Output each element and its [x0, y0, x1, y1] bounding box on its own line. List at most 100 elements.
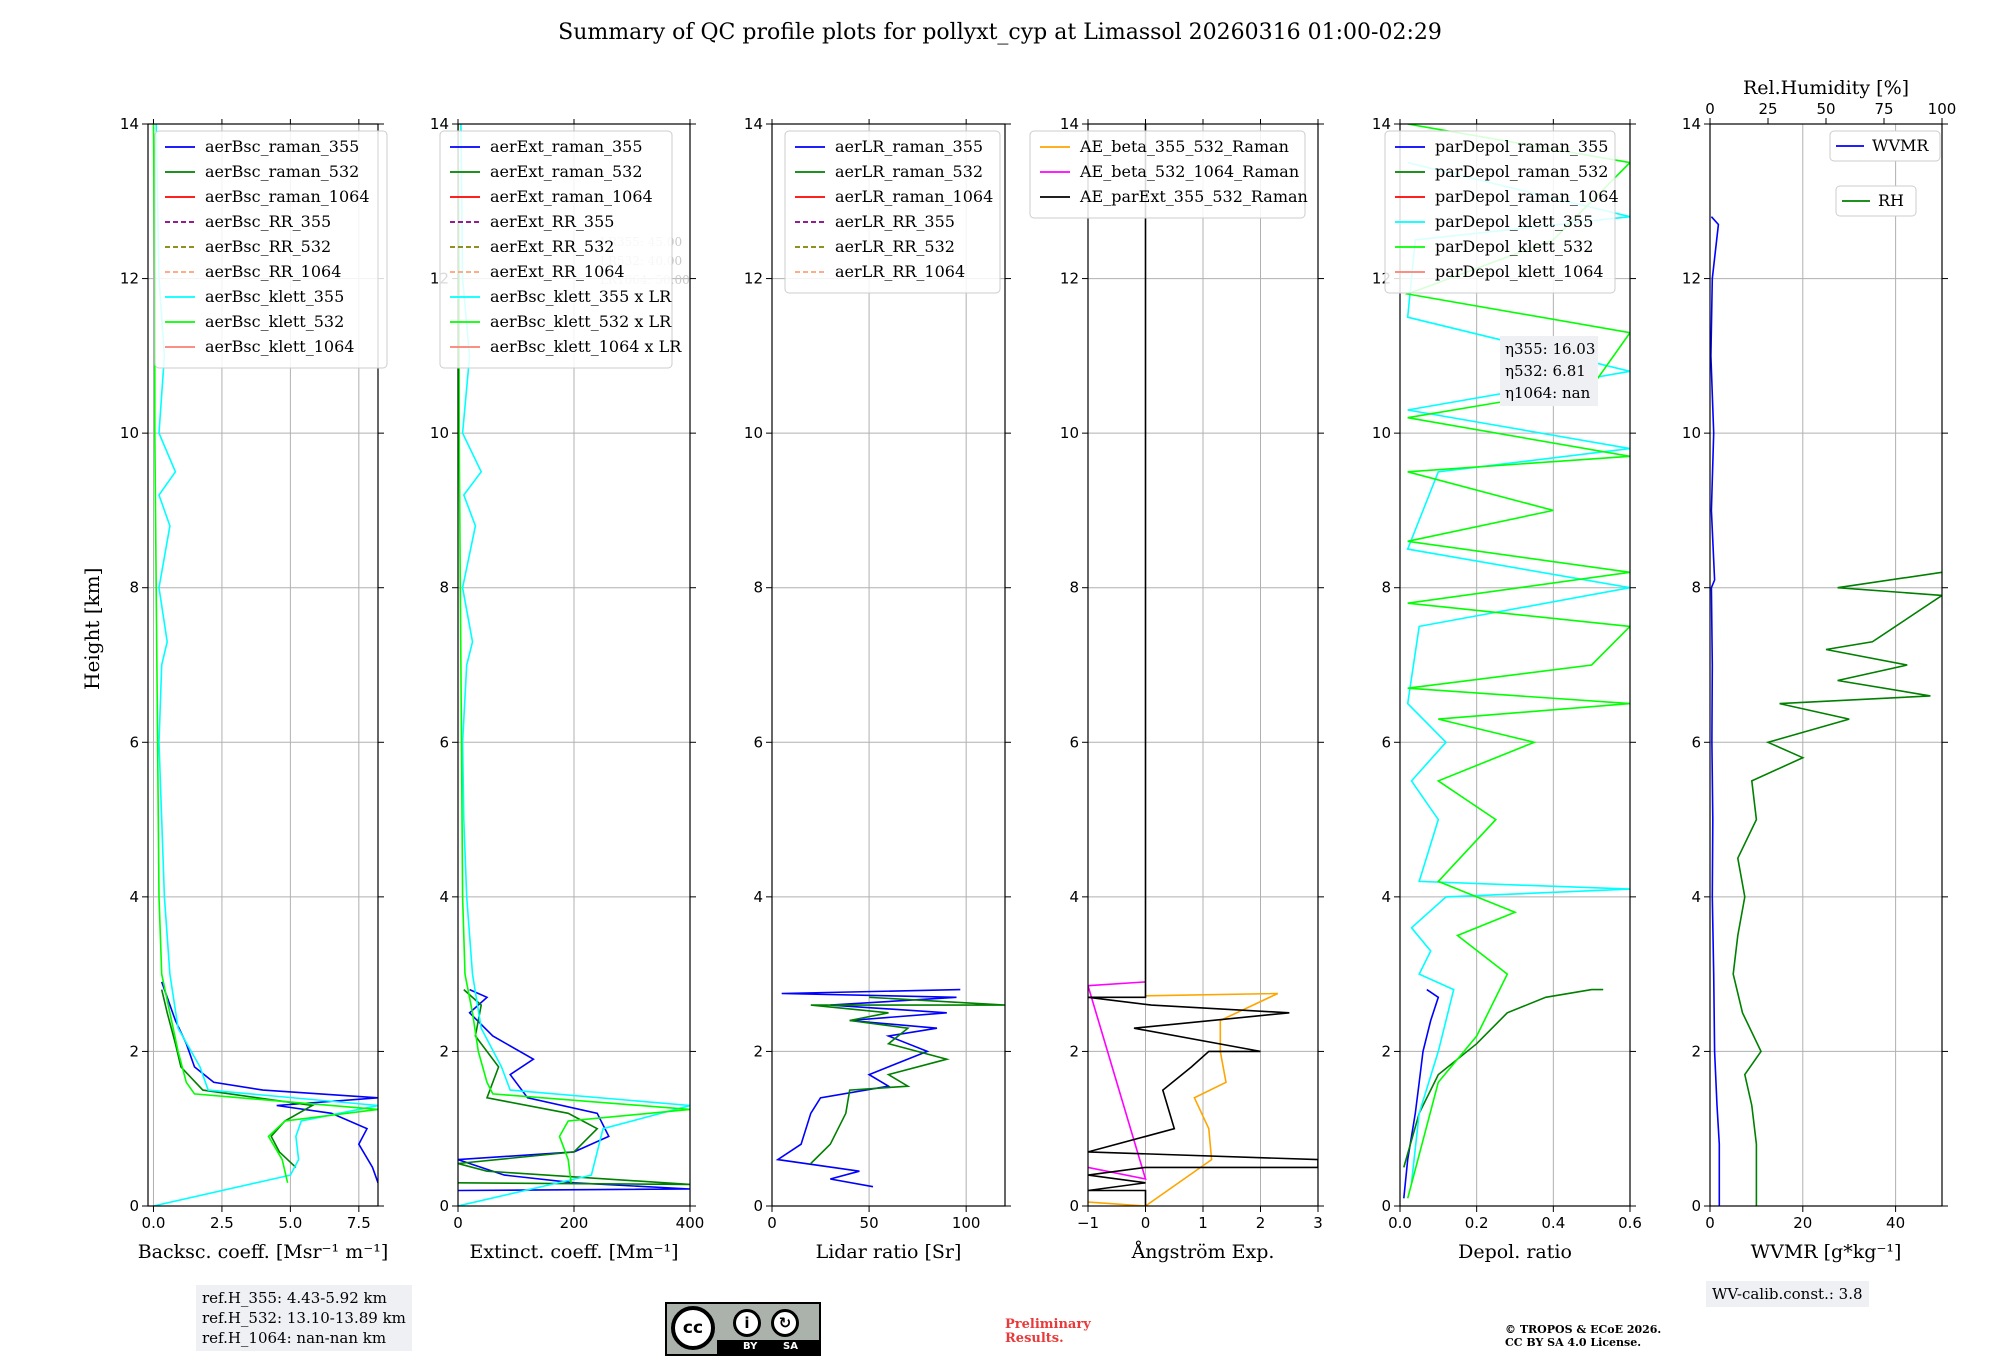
legend-label: aerBsc_klett_355 x LR	[490, 287, 672, 306]
x-tick-label: 0	[1141, 1214, 1151, 1232]
top-x-tick-label: 100	[1928, 100, 1957, 118]
y-tick-label: 0	[1381, 1197, 1391, 1215]
x-tick-label: 2	[1256, 1214, 1266, 1232]
legend-label: WVMR	[1872, 136, 1929, 155]
y-tick-label: 10	[1682, 424, 1701, 442]
y-tick-label: 2	[1069, 1042, 1079, 1060]
y-tick-label: 2	[1691, 1042, 1701, 1060]
x-tick-label: 50	[860, 1214, 879, 1232]
legend-box	[154, 130, 388, 369]
legend-label: aerLR_RR_355	[835, 212, 955, 231]
series-parDepol_klett_532	[1404, 124, 1630, 1199]
legend-label: parDepol_klett_355	[1435, 212, 1593, 231]
y-tick-label: 4	[1691, 888, 1701, 906]
x-tick-label: 200	[560, 1214, 589, 1232]
y-tick-label: 2	[1381, 1042, 1391, 1060]
y-tick-label: 6	[1381, 733, 1391, 751]
eta-annotation: η355: 16.03	[1505, 340, 1595, 358]
badge-by: BY	[743, 1341, 758, 1352]
y-tick-label: 0	[1069, 1197, 1079, 1215]
legend-label: aerExt_raman_355	[490, 137, 643, 156]
y-tick-label: 6	[439, 733, 449, 751]
legend-box	[784, 130, 1001, 294]
series-aerBsc_klett_532 x LR	[458, 124, 690, 1183]
series-AE_parExt_355_532_Raman	[1088, 124, 1318, 1206]
y-tick-label: 2	[753, 1042, 763, 1060]
series-parDepol_raman_355	[1403, 988, 1440, 1199]
series-aerExt_raman_355	[458, 988, 690, 1192]
legend-label: AE_beta_355_532_Raman	[1079, 137, 1289, 156]
y-tick-label: 0	[439, 1197, 449, 1215]
y-tick-label: 10	[1060, 424, 1079, 442]
x-tick-label: 0.0	[142, 1214, 166, 1232]
y-tick-label: 8	[439, 579, 449, 597]
x-tick-label: 0	[453, 1214, 463, 1232]
y-tick-label: 4	[1381, 888, 1391, 906]
y-tick-label: 4	[1069, 888, 1079, 906]
legend-label: aerBsc_RR_1064	[205, 262, 341, 281]
legend-label: aerBsc_klett_532 x LR	[490, 312, 672, 331]
legend-label: parDepol_raman_355	[1435, 137, 1608, 156]
x-axis-label: Backsc. coeff. [Msr⁻¹ m⁻¹]	[138, 1241, 389, 1263]
legend-label: aerExt_raman_1064	[490, 187, 653, 206]
legend-label: aerLR_RR_532	[835, 237, 955, 256]
series-WVMR	[1710, 216, 1721, 1206]
x-tick-label: 40	[1886, 1214, 1905, 1232]
y-tick-label: 0	[129, 1197, 139, 1215]
y-tick-label: 8	[1381, 579, 1391, 597]
preliminary-line-2: Results.	[1005, 1331, 1064, 1346]
series-aerBsc_raman_532	[160, 989, 315, 1168]
x-tick-label: 20	[1793, 1214, 1812, 1232]
series-aerLR_raman_532	[810, 996, 1005, 1165]
x-tick-label: 5.0	[278, 1214, 302, 1232]
series-aerBsc_raman_355	[160, 981, 378, 1184]
legend-label: aerBsc_raman_532	[205, 162, 359, 181]
y-tick-label: 4	[753, 888, 763, 906]
eta-box	[1500, 336, 1598, 406]
y-tick-label: 4	[129, 888, 139, 906]
legend-label: parDepol_raman_532	[1435, 162, 1608, 181]
share-alike-icon: ↻	[771, 1309, 799, 1337]
y-tick-label: 14	[120, 115, 139, 133]
y-tick-label: 6	[1691, 733, 1701, 751]
x-axis-label: Extinct. coeff. [Mm⁻¹]	[469, 1241, 678, 1263]
y-tick-label: 10	[1372, 424, 1391, 442]
y-tick-label: 12	[1060, 270, 1079, 288]
cc-license-badge: cc i ↻ BY SA	[665, 1302, 821, 1356]
legend-label: parDepol_raman_1064	[1435, 187, 1619, 206]
x-tick-label: 0.2	[1465, 1214, 1489, 1232]
series-RH	[1732, 571, 1942, 1206]
panel-bsc: 0.0 2.5 5.0 7.5 0 2 4 6 8 10 12 14 Backsc. coeff. [M…	[120, 115, 388, 1263]
panel-lr: 0 50 100 0 2 4 6 8 10 12 14 Lidar ratio [Sr] aerLR_r…	[744, 115, 1011, 1263]
legend-label: aerLR_raman_532	[835, 162, 983, 181]
y-tick-label: 8	[1691, 579, 1701, 597]
legend-label: aerBsc_klett_1064	[205, 337, 354, 356]
eta-annotation: η1064: nan	[1505, 384, 1591, 402]
ref-height-box: ref.H_355: 4.43-5.92 km ref.H_532: 13.10…	[196, 1285, 412, 1351]
x-tick-label: 2.5	[210, 1214, 234, 1232]
x-tick-label: 0.6	[1618, 1214, 1642, 1232]
y-tick-label: 12	[120, 270, 139, 288]
axes-frame	[771, 123, 1006, 1207]
ref-height-355: ref.H_355: 4.43-5.92 km	[202, 1289, 387, 1307]
panel-wv: 0 20 40 0 2 4 6 8 10 12 14 WVMR [g*kg⁻¹] 0 25 50 75 100 R…	[1682, 77, 1956, 1263]
x-tick-label: 0	[767, 1214, 777, 1232]
cc-by-sa-icon: cc	[671, 1306, 715, 1350]
top-x-tick-label: 0	[1705, 100, 1715, 118]
legend-label: parDepol_klett_1064	[1435, 262, 1604, 281]
legend-label: aerExt_RR_532	[490, 237, 614, 256]
x-tick-label: 100	[952, 1214, 981, 1232]
legend-label: aerExt_RR_1064	[490, 262, 625, 281]
top-x-axis-label: Rel.Humidity [%]	[1743, 77, 1909, 99]
copyright-note: © TROPOS & ECoE 2026. CC BY SA 4.0 Licen…	[1505, 1323, 1661, 1349]
legend-box	[1829, 130, 1941, 162]
series-aerBsc_klett_355	[153, 124, 378, 1206]
legend-label: aerLR_raman_355	[835, 137, 983, 156]
y-tick-label: 10	[744, 424, 763, 442]
series-parDepol_klett_355	[1406, 161, 1630, 1183]
eta-annotation: η532: 6.81	[1505, 362, 1586, 380]
legend-label: aerBsc_raman_1064	[205, 187, 370, 206]
copyright-line-1: © TROPOS & ECoE 2026.	[1505, 1323, 1662, 1336]
legend-label: AE_parExt_355_532_Raman	[1079, 187, 1308, 206]
